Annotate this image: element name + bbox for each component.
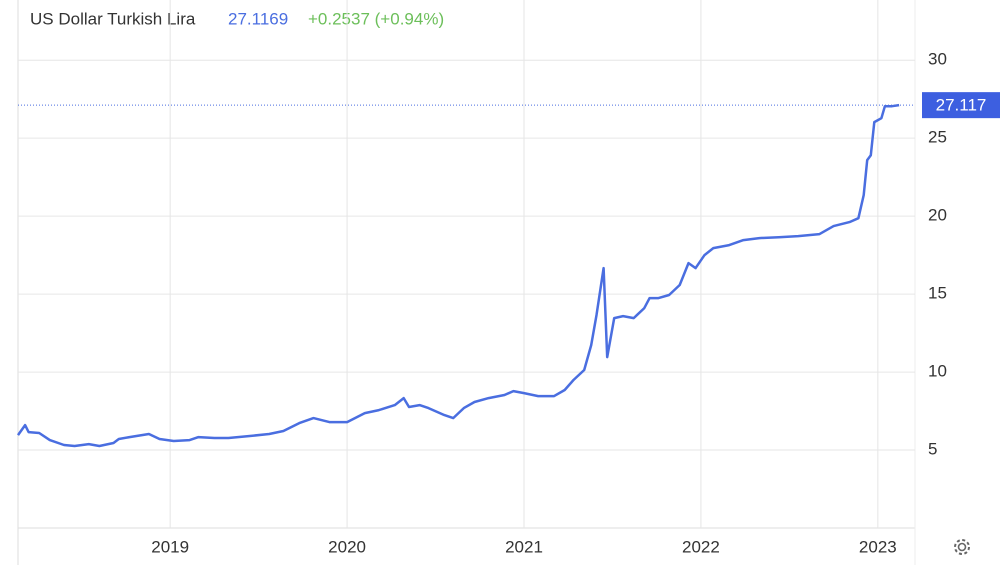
x-tick-label: 2019 <box>151 537 189 556</box>
price-line <box>16 103 900 448</box>
change: +0.2537 (+0.94%) <box>308 9 444 28</box>
y-tick-label: 10 <box>928 362 947 381</box>
y-tick-label: 15 <box>928 284 947 303</box>
y-tick-label: 25 <box>928 128 947 147</box>
settings-icon[interactable] <box>954 539 970 555</box>
chart-title: US Dollar Turkish Lira <box>30 9 196 28</box>
y-tick-label: 5 <box>928 440 937 459</box>
y-tick-label: 30 <box>928 50 947 69</box>
price: 27.1169 <box>228 9 288 28</box>
x-tick-label: 2020 <box>328 537 366 556</box>
x-tick-label: 2023 <box>859 537 897 556</box>
y-tick-label: 20 <box>928 206 947 225</box>
last-price-label: 27.117 <box>936 96 987 115</box>
x-tick-label: 2021 <box>505 537 543 556</box>
x-tick-label: 2022 <box>682 537 720 556</box>
last-price-badge <box>922 92 1000 119</box>
